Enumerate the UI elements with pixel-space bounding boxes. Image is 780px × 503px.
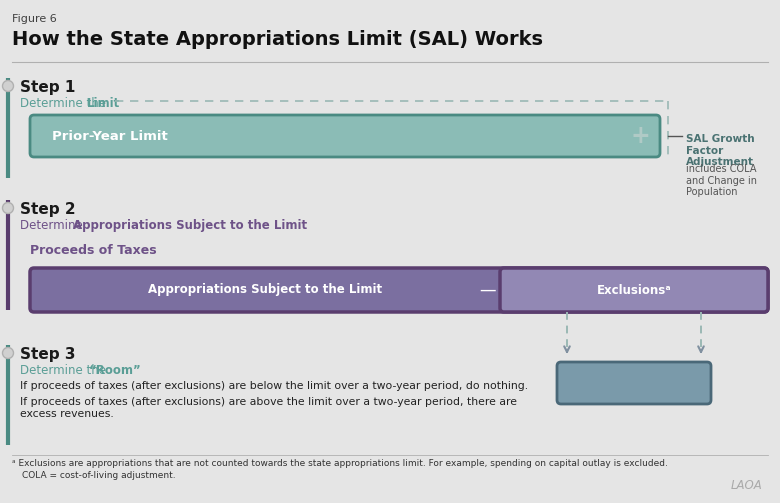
FancyBboxPatch shape: [30, 115, 660, 157]
Text: How the State Appropriations Limit (SAL) Works: How the State Appropriations Limit (SAL)…: [12, 30, 543, 49]
Text: LAOA: LAOA: [730, 479, 762, 492]
Text: ᵃ Exclusions are appropriations that are not counted towards the state appropria: ᵃ Exclusions are appropriations that are…: [12, 459, 668, 468]
Text: +: +: [630, 124, 650, 148]
Text: Figure 6: Figure 6: [12, 14, 57, 24]
Circle shape: [2, 348, 13, 359]
Text: Step 3: Step 3: [20, 347, 76, 362]
FancyBboxPatch shape: [557, 362, 711, 404]
FancyBboxPatch shape: [500, 268, 768, 312]
Text: “Room”: “Room”: [603, 376, 665, 390]
Text: If proceeds of taxes (after exclusions) are above the limit over a two-year peri: If proceeds of taxes (after exclusions) …: [20, 397, 517, 418]
Text: Step 1: Step 1: [20, 80, 76, 95]
Text: Step 2: Step 2: [20, 202, 76, 217]
Text: “Room”: “Room”: [89, 364, 142, 377]
Text: SAL Growth
Factor
Adjustment: SAL Growth Factor Adjustment: [686, 134, 754, 167]
Text: Exclusionsᵃ: Exclusionsᵃ: [597, 284, 672, 296]
Text: Determine the: Determine the: [20, 364, 110, 377]
Text: —: —: [480, 281, 496, 299]
Circle shape: [2, 80, 13, 92]
Text: Limit: Limit: [87, 97, 120, 110]
Text: includes COLA
and Change in
Population: includes COLA and Change in Population: [686, 164, 757, 197]
FancyBboxPatch shape: [30, 268, 768, 312]
Text: Proceeds of Taxes: Proceeds of Taxes: [30, 244, 157, 257]
Circle shape: [2, 203, 13, 213]
Text: Appropriations Subject to the Limit: Appropriations Subject to the Limit: [148, 284, 382, 296]
Text: Prior-Year Limit: Prior-Year Limit: [52, 129, 168, 142]
Text: Determine: Determine: [20, 219, 87, 232]
Text: Determine the: Determine the: [20, 97, 110, 110]
Text: Appropriations Subject to the Limit: Appropriations Subject to the Limit: [73, 219, 307, 232]
Text: COLA = cost-of-living adjustment.: COLA = cost-of-living adjustment.: [22, 471, 176, 480]
Text: If proceeds of taxes (after exclusions) are below the limit over a two-year peri: If proceeds of taxes (after exclusions) …: [20, 381, 528, 391]
